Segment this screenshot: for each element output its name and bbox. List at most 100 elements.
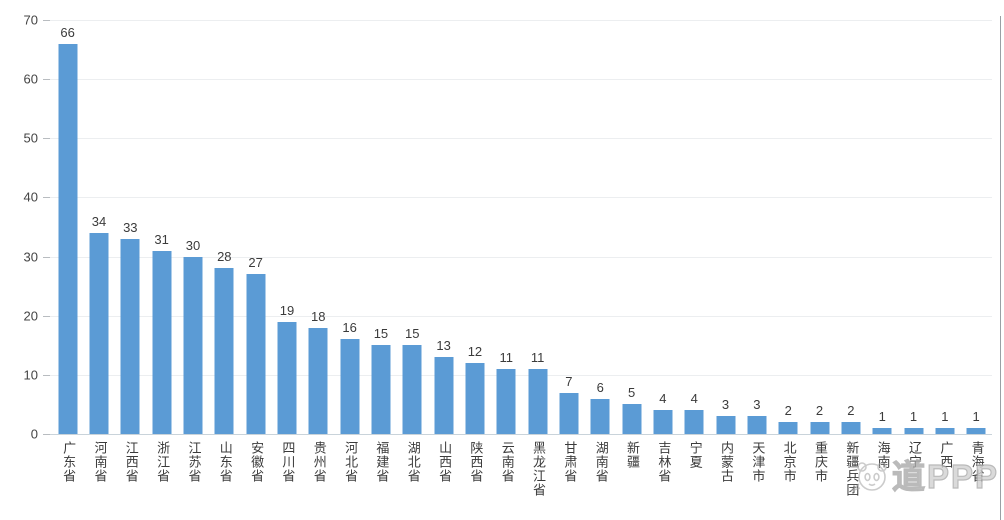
category-label: 内蒙古 — [719, 441, 735, 483]
category-slot: 广东省 — [52, 441, 83, 483]
bar — [653, 410, 673, 434]
bar-value-label: 2 — [784, 403, 792, 419]
category-slot: 甘肃省 — [553, 441, 584, 483]
bar-slot: 30 — [177, 20, 208, 434]
y-axis-tick — [43, 138, 50, 140]
bar — [590, 398, 610, 434]
gridline — [50, 315, 992, 317]
bar — [622, 404, 642, 434]
bar — [872, 428, 892, 434]
bar-value-label: 31 — [154, 231, 169, 247]
bar-slot: 6 — [585, 20, 616, 434]
category-label: 贵州省 — [311, 441, 327, 483]
category-label: 广西 — [938, 441, 954, 469]
category-label: 黑龙江省 — [531, 441, 547, 497]
bar — [434, 357, 454, 434]
y-axis-tick-label: 50 — [23, 130, 38, 146]
category-label: 河北省 — [343, 441, 359, 483]
category-slot: 天津市 — [741, 441, 772, 483]
category-slot: 山西省 — [428, 441, 459, 483]
x-axis-line — [50, 434, 992, 435]
bar-slot: 31 — [146, 20, 177, 434]
category-label: 湖南省 — [593, 441, 609, 483]
bar — [152, 250, 172, 434]
category-slot: 江苏省 — [177, 441, 208, 483]
bar — [277, 321, 297, 434]
bar — [747, 416, 767, 434]
bar-slot: 34 — [83, 20, 114, 434]
bar-slot: 18 — [303, 20, 334, 434]
category-slot: 海南 — [867, 441, 898, 469]
category-label: 浙江省 — [155, 441, 171, 483]
bar-slot: 3 — [741, 20, 772, 434]
bar — [120, 238, 140, 434]
y-axis-tick-label: 60 — [23, 71, 38, 87]
bar — [371, 345, 391, 434]
category-label: 云南省 — [499, 441, 515, 483]
category-slot: 江西省 — [115, 441, 146, 483]
category-label: 四川省 — [280, 441, 296, 483]
category-label: 广东省 — [61, 441, 77, 483]
bar-slot: 15 — [397, 20, 428, 434]
bar-value-label: 27 — [248, 255, 263, 271]
gridline — [50, 79, 992, 81]
y-axis-tick — [43, 315, 50, 317]
bar-slot: 19 — [271, 20, 302, 434]
category-slot: 重庆市 — [804, 441, 835, 483]
bar — [904, 428, 924, 434]
category-slot: 新疆兵团 — [835, 441, 866, 497]
category-slot: 浙江省 — [146, 441, 177, 483]
category-slot: 内蒙古 — [710, 441, 741, 483]
bar — [183, 256, 203, 434]
category-slot: 吉林省 — [647, 441, 678, 483]
bar-value-label: 19 — [279, 302, 295, 318]
bar — [810, 422, 830, 434]
bar — [308, 327, 328, 434]
category-label: 青海省 — [969, 441, 985, 483]
bar-value-label: 15 — [373, 326, 389, 342]
bar-slot: 2 — [804, 20, 835, 434]
y-axis-tick-label: 70 — [23, 12, 38, 28]
category-slot: 黑龙江省 — [522, 441, 553, 497]
category-label: 天津市 — [750, 441, 766, 483]
bar-value-label: 18 — [311, 308, 326, 324]
gridline — [50, 138, 992, 140]
y-axis-tick — [43, 20, 50, 21]
bar — [89, 232, 109, 434]
bar-value-label: 11 — [530, 349, 545, 365]
bar-value-label: 1 — [909, 409, 918, 425]
bar — [528, 368, 548, 434]
bar-slot: 28 — [209, 20, 240, 434]
bar-slot: 5 — [616, 20, 647, 434]
bar-slot: 1 — [929, 20, 960, 434]
bar-slot: 7 — [553, 20, 584, 434]
bar-slot: 12 — [459, 20, 490, 434]
category-label: 安徽省 — [249, 441, 265, 483]
bar-slot: 1 — [961, 20, 992, 434]
bar-value-label: 6 — [596, 379, 604, 395]
category-slot: 北京市 — [773, 441, 804, 483]
category-slot: 陕西省 — [459, 441, 490, 483]
bar-value-label: 5 — [627, 385, 636, 401]
category-slot: 云南省 — [491, 441, 522, 483]
bars-row: 66 34 33 31 30 28 27 19 18 16 15 15 13 12 11 11 7 6 5 4 4 3 3 2… — [52, 20, 992, 434]
category-label: 吉林省 — [656, 441, 672, 483]
bar-slot: 16 — [334, 20, 365, 434]
bar — [214, 268, 234, 434]
category-slot: 贵州省 — [303, 441, 334, 483]
bar — [340, 339, 360, 434]
bar-value-label: 33 — [123, 219, 138, 235]
category-slot: 广西 — [929, 441, 960, 469]
bar-value-label: 1 — [941, 409, 949, 425]
category-slot: 湖南省 — [585, 441, 616, 483]
bar-slot: 4 — [647, 20, 678, 434]
bar — [716, 416, 736, 434]
category-slot: 河北省 — [334, 441, 365, 483]
category-label: 河南省 — [92, 441, 108, 483]
category-label: 新疆兵团 — [844, 441, 860, 497]
category-label: 山东省 — [217, 441, 233, 483]
category-label: 宁夏 — [687, 441, 703, 469]
bar-value-label: 2 — [815, 403, 824, 419]
category-label: 北京市 — [781, 441, 797, 483]
